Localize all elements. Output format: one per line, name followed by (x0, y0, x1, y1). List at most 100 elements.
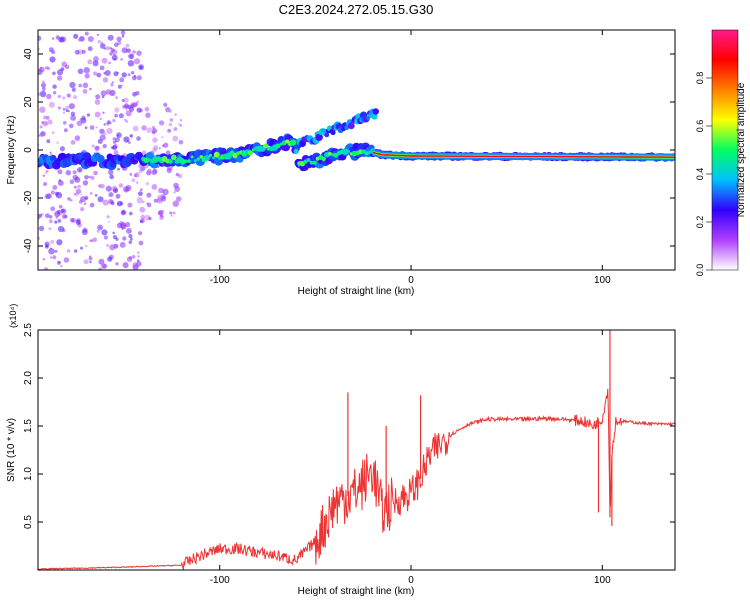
spectrogram-speckle (157, 194, 163, 201)
spectrogram-speckle (66, 93, 71, 98)
spectrogram-speckle (70, 115, 76, 121)
spectrogram-speckle (92, 60, 99, 67)
spectrogram-speckle (131, 75, 137, 81)
spectrogram-speckle (120, 84, 123, 87)
spectrogram-speckle (57, 260, 61, 264)
spectrogram-peak (364, 151, 369, 156)
colorbar-scale (711, 29, 739, 271)
spectrogram-speckle (178, 140, 184, 145)
spectrogram-speckle (151, 130, 156, 135)
spectrogram-speckle (178, 123, 181, 126)
spectrogram-speckle (152, 137, 158, 143)
spectrogram-cell (330, 129, 336, 136)
spectrogram-speckle (146, 202, 152, 208)
spectrogram-speckle (58, 36, 65, 43)
spectrogram-speckle (84, 73, 90, 79)
spectrogram-speckle (101, 229, 108, 236)
spectrogram-speckle (159, 209, 165, 214)
spectrogram-speckle (52, 84, 57, 89)
spectrogram-speckle (52, 255, 57, 260)
spectrogram-speckle (56, 69, 64, 76)
spectrogram-speckle (169, 211, 173, 215)
x-tick-label: 100 (594, 575, 611, 586)
spectrogram-speckle (79, 118, 82, 121)
spectrogram-speckle (89, 255, 92, 258)
spectrogram-speckle (120, 222, 127, 229)
spectrogram-speckle (174, 186, 181, 193)
spectrogram-speckle (57, 106, 61, 110)
spectrogram-speckle (42, 87, 46, 91)
spectrogram-speckle (102, 144, 107, 149)
spectrogram-speckle (146, 192, 152, 198)
spectrogram-speckle (89, 260, 92, 264)
spectrogram-peak (275, 143, 281, 149)
spectrogram-speckle (112, 137, 116, 141)
spectrogram-peak (212, 156, 216, 160)
spectrogram-speckle (93, 71, 97, 76)
spectrogram-speckle (116, 132, 122, 138)
spectrogram-speckle (68, 103, 75, 110)
spectrogram-speckle (108, 169, 114, 176)
spectrogram-speckle (39, 106, 46, 113)
spectrogram-speckle (172, 135, 179, 142)
spectrogram-speckle (130, 71, 135, 75)
spectrogram-speckle (75, 219, 81, 225)
spectrogram-speckle (48, 219, 53, 224)
spectrogram-speckle (132, 262, 139, 269)
spectrogram-speckle (129, 237, 133, 241)
spectrogram-peak (263, 143, 269, 149)
spectrogram-speckle (108, 220, 111, 223)
spectrogram-speckle (158, 120, 165, 126)
spectrogram-speckle (136, 75, 142, 81)
spectrogram-peak (232, 153, 238, 159)
spectrogram-speckle (49, 56, 56, 63)
spectrogram-speckle (88, 256, 93, 261)
spectrogram-speckle (72, 170, 77, 175)
y-tick-label: -40 (23, 238, 34, 253)
spectrogram-speckle (49, 151, 52, 154)
spectrogram-speckle (60, 265, 63, 268)
spectrogram-speckle (57, 169, 63, 175)
spectrogram-speckle (129, 134, 133, 138)
spectrogram-speckle (52, 185, 58, 190)
spectrogram-speckle (69, 81, 76, 89)
spectrogram-speckle (175, 172, 180, 177)
y-tick-label: 0.5 (23, 515, 34, 529)
spectrogram-speckle (95, 126, 98, 129)
spectrogram-speckle (120, 58, 123, 61)
spectrogram-speckle (94, 145, 100, 152)
spectrogram-speckle (104, 70, 111, 76)
spectrogram-speckle (57, 219, 62, 223)
spectrogram-speckle (172, 211, 176, 215)
spectrogram-speckle (102, 131, 107, 136)
spectrogram-speckle (97, 139, 103, 144)
spectrogram-speckle (73, 193, 76, 196)
spectrogram-speckle (105, 89, 112, 95)
spectrogram-peak (193, 159, 197, 163)
spectrogram-speckle (136, 197, 143, 204)
spectrogram-speckle (74, 135, 81, 141)
spectrogram-speckle (175, 196, 182, 202)
spectrogram-speckle (42, 174, 45, 177)
spectrogram-speckle (163, 102, 168, 107)
spectrogram-speckle (138, 231, 143, 236)
spectrogram-speckle (108, 61, 111, 65)
spectrogram-speckle (80, 207, 85, 212)
spectrogram-speckle (85, 244, 88, 248)
spectrogram-speckle (120, 30, 126, 36)
spectrogram-speckle (88, 175, 91, 179)
spectrogram-speckle (94, 111, 101, 118)
figure-title: C2E3.2024.272.05.15.G30 (279, 2, 434, 17)
spectrogram-speckle (139, 65, 143, 69)
spectrogram-speckle (84, 195, 89, 200)
spectrogram-peak (321, 156, 326, 162)
spectrogram-speckle (109, 244, 116, 251)
spectrogram-speckle (125, 228, 132, 234)
spectrogram-speckle (62, 108, 66, 111)
spectrogram-speckle (82, 82, 89, 89)
spectrogram-speckle (167, 128, 172, 133)
spectrogram-speckle (125, 108, 128, 111)
spectrogram-speckle (132, 91, 137, 97)
spectrogram-speckle (59, 146, 65, 152)
